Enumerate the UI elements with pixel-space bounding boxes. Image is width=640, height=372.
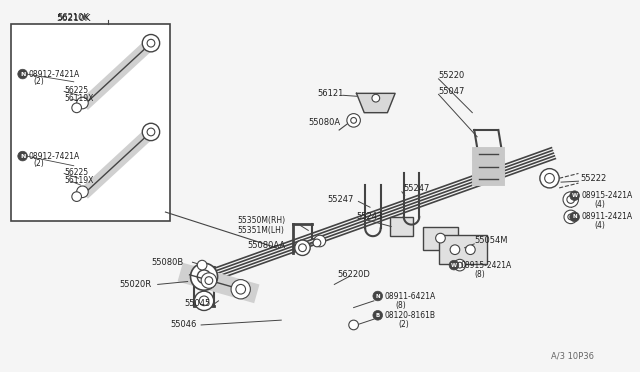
Circle shape [563, 192, 579, 207]
Text: (2): (2) [33, 159, 44, 168]
Bar [423, 227, 458, 250]
Text: 55054M: 55054M [474, 235, 508, 244]
Circle shape [449, 260, 459, 270]
Text: 55046: 55046 [170, 320, 196, 330]
Text: 55045: 55045 [185, 299, 211, 308]
Circle shape [201, 273, 216, 288]
Circle shape [540, 169, 559, 188]
Circle shape [349, 320, 358, 330]
Circle shape [314, 235, 326, 247]
Circle shape [299, 244, 307, 251]
Text: (8): (8) [395, 301, 406, 310]
Text: 08915-2421A: 08915-2421A [581, 191, 632, 200]
Circle shape [197, 260, 207, 270]
Circle shape [147, 128, 155, 136]
Text: (2): (2) [398, 320, 409, 330]
Text: 55243: 55243 [356, 212, 383, 221]
Circle shape [199, 296, 209, 306]
Circle shape [77, 186, 88, 198]
Circle shape [564, 210, 577, 224]
Text: 55080A: 55080A [308, 118, 340, 127]
Circle shape [18, 151, 28, 161]
Text: (2): (2) [33, 77, 44, 86]
Circle shape [18, 69, 28, 79]
Circle shape [72, 192, 81, 202]
Circle shape [567, 196, 575, 203]
Text: 55080AA: 55080AA [248, 241, 285, 250]
Circle shape [347, 113, 360, 127]
Circle shape [313, 239, 321, 247]
Text: 55222: 55222 [580, 174, 607, 183]
Text: (4): (4) [594, 221, 605, 230]
Circle shape [197, 270, 211, 283]
Bar [11, 24, 170, 221]
Text: 08911-2421A: 08911-2421A [581, 212, 632, 221]
Circle shape [570, 212, 579, 222]
Circle shape [147, 39, 155, 47]
Bar [438, 235, 487, 264]
Circle shape [454, 259, 465, 271]
Circle shape [436, 233, 445, 243]
Text: 55020R: 55020R [119, 280, 151, 289]
Text: (8): (8) [474, 270, 485, 279]
Text: N: N [376, 294, 380, 298]
Text: 55247: 55247 [328, 195, 354, 204]
Text: 08911-6421A: 08911-6421A [385, 292, 436, 301]
Text: 56121: 56121 [317, 89, 343, 98]
Text: 56225: 56225 [64, 86, 88, 95]
Text: 55220: 55220 [438, 71, 465, 80]
Text: 55080B: 55080B [151, 258, 183, 267]
Circle shape [231, 280, 250, 299]
Circle shape [72, 103, 81, 113]
Text: 56225: 56225 [64, 168, 88, 177]
Bar [390, 217, 413, 236]
Text: 56210K: 56210K [56, 14, 91, 23]
Text: N: N [20, 154, 26, 158]
Circle shape [142, 123, 159, 141]
Circle shape [465, 245, 476, 254]
Text: B: B [376, 313, 380, 318]
Text: 08120-8161B: 08120-8161B [385, 311, 435, 320]
Circle shape [450, 245, 460, 254]
Circle shape [77, 97, 88, 109]
Circle shape [195, 291, 214, 311]
Text: 55247: 55247 [404, 185, 430, 193]
Text: 55047: 55047 [438, 87, 465, 96]
Text: 55351M(LH): 55351M(LH) [238, 226, 285, 235]
Text: A/3 10P36: A/3 10P36 [552, 351, 595, 360]
Circle shape [568, 214, 573, 220]
Text: 56220D: 56220D [337, 270, 370, 279]
Text: 08915-2421A: 08915-2421A [461, 261, 512, 270]
Circle shape [457, 262, 463, 268]
Circle shape [545, 173, 554, 183]
Circle shape [570, 191, 579, 201]
Circle shape [205, 277, 212, 285]
Circle shape [142, 35, 159, 52]
Text: 56119X: 56119X [64, 94, 93, 103]
Circle shape [191, 263, 218, 290]
Text: 56119X: 56119X [64, 176, 93, 185]
Circle shape [351, 118, 356, 123]
Circle shape [372, 94, 380, 102]
Circle shape [373, 311, 383, 320]
Text: N: N [572, 214, 577, 219]
Text: 08912-7421A: 08912-7421A [28, 151, 79, 161]
Text: N: N [20, 71, 26, 77]
Text: 56210K: 56210K [58, 13, 90, 22]
Text: W: W [451, 263, 457, 267]
Polygon shape [356, 93, 395, 113]
Circle shape [295, 240, 310, 256]
Text: W: W [572, 193, 578, 198]
Circle shape [236, 285, 246, 294]
Circle shape [373, 291, 383, 301]
Text: 55350M(RH): 55350M(RH) [238, 216, 286, 225]
Text: 08912-7421A: 08912-7421A [28, 70, 79, 78]
Text: (4): (4) [594, 200, 605, 209]
